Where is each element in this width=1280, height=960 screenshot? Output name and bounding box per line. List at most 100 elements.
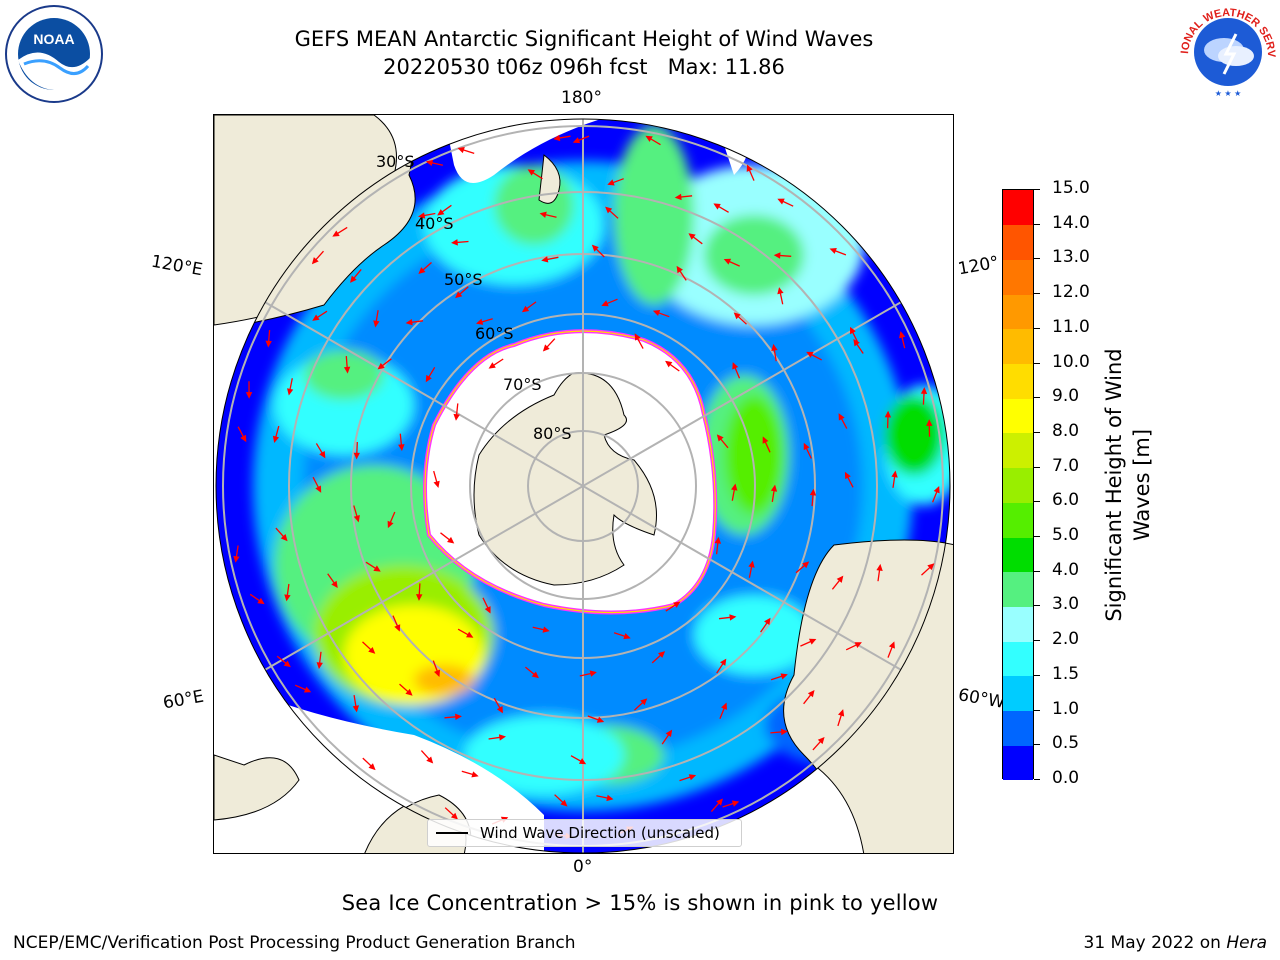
colorbar-tick bbox=[1034, 223, 1040, 225]
wave-direction-arrowhead bbox=[539, 211, 547, 218]
wave-direction-arrowhead bbox=[350, 275, 357, 283]
colorbar-segment bbox=[1003, 641, 1033, 677]
wave-direction-arrowhead bbox=[426, 756, 434, 764]
wave-direction-arrowhead bbox=[809, 488, 817, 496]
wave-direction-arrowhead bbox=[542, 344, 550, 352]
wave-direction-arrowhead bbox=[770, 484, 778, 492]
colorbar-tick-label: 4.0 bbox=[1052, 559, 1080, 580]
wave-direction-arrowhead bbox=[731, 483, 738, 491]
polar-map bbox=[214, 115, 953, 853]
wave-direction-arrowhead bbox=[634, 333, 641, 341]
sea-ice-note: Sea Ice Concentration > 15% is shown in … bbox=[341, 891, 939, 915]
wave-direction-arrowhead bbox=[899, 331, 906, 339]
wave-direction-arrowhead bbox=[732, 362, 739, 370]
wave-direction-arrowhead bbox=[578, 758, 587, 765]
wave-direction-arrowhead bbox=[836, 575, 844, 583]
wave-direction-arrowhead bbox=[496, 706, 503, 714]
wave-direction-arrowhead bbox=[303, 686, 312, 693]
colorbar-tick-label: 2.0 bbox=[1052, 629, 1080, 650]
wave-direction-arrowhead bbox=[850, 326, 856, 335]
colorbar-tick bbox=[1034, 466, 1040, 468]
wave-direction-arrowhead bbox=[884, 410, 892, 418]
wave-direction-arrowhead bbox=[433, 480, 440, 488]
colorbar-segment bbox=[1003, 328, 1033, 365]
wave-direction-arrowhead bbox=[645, 135, 653, 142]
wave-direction-arrowhead bbox=[311, 257, 319, 265]
map-legend: Wind Wave Direction (unscaled) bbox=[427, 819, 742, 847]
wave-direction-arrowhead bbox=[605, 206, 613, 214]
wave-direction-arrowhead bbox=[652, 310, 661, 316]
wind-wave-arrows bbox=[233, 134, 940, 840]
colorbar-tick-label: 7.0 bbox=[1052, 455, 1080, 476]
figure-title: GEFS MEAN Antarctic Significant Height o… bbox=[294, 27, 874, 51]
colorbar-segment bbox=[1003, 363, 1033, 399]
wave-direction-arrowhead bbox=[265, 340, 272, 348]
wave-direction-arrowhead bbox=[316, 662, 323, 670]
colorbar-title-line2: Waves [m] bbox=[1130, 428, 1154, 542]
wave-direction-arrowhead bbox=[721, 702, 728, 710]
wave-direction-arrowhead bbox=[673, 601, 681, 608]
colorbar-tick bbox=[1034, 293, 1040, 295]
wave-direction-arrowhead bbox=[257, 597, 265, 605]
colorbar-segment bbox=[1003, 432, 1033, 469]
wave-direction-arrowhead bbox=[773, 252, 781, 259]
wave-direction-arrowhead bbox=[405, 688, 413, 696]
wave-direction-arrowhead bbox=[777, 287, 784, 295]
wave-direction-arrowhead bbox=[688, 233, 696, 240]
colorbar-tick bbox=[1034, 431, 1040, 433]
colorbar-segment bbox=[1003, 259, 1033, 295]
colorbar-tick-label: 9.0 bbox=[1052, 386, 1080, 407]
wave-direction-arrowhead bbox=[373, 320, 380, 328]
wave-direction-arrowhead bbox=[623, 633, 631, 640]
wave-direction-arrowhead bbox=[343, 366, 351, 374]
wave-direction-arrowhead bbox=[927, 563, 935, 571]
wave-direction-arrowhead bbox=[451, 239, 458, 246]
colorbar-tick bbox=[1034, 605, 1040, 607]
wave-direction-arrowhead bbox=[853, 338, 860, 347]
wave-direction-arrowhead bbox=[665, 729, 673, 738]
wave-direction-arrowhead bbox=[387, 520, 394, 529]
wave-direction-arrowhead bbox=[471, 771, 479, 778]
colorbar-segment bbox=[1003, 606, 1033, 642]
wave-direction-arrowhead bbox=[418, 267, 426, 274]
wave-direction-arrowhead bbox=[498, 734, 506, 741]
wave-direction-arrowhead bbox=[394, 624, 401, 632]
wave-direction-arrowhead bbox=[933, 485, 940, 494]
wave-direction-arrowhead bbox=[398, 444, 405, 452]
wave-direction-arrowhead bbox=[352, 705, 360, 713]
wave-direction-arrowhead bbox=[572, 137, 581, 144]
colorbar-tick bbox=[1034, 709, 1040, 711]
wave-direction-arrowhead bbox=[553, 134, 561, 142]
wave-direction-arrowhead bbox=[331, 580, 338, 589]
wave-height-field bbox=[216, 119, 950, 853]
colorbar-tick-label: 1.5 bbox=[1052, 663, 1080, 684]
colorbar-segment bbox=[1003, 190, 1033, 226]
wave-direction-arrowhead bbox=[606, 794, 614, 802]
colorbar-segment bbox=[1003, 537, 1033, 573]
colorbar-tick-label: 11.0 bbox=[1052, 316, 1090, 337]
colorbar-tick bbox=[1034, 536, 1040, 538]
wave-direction-arrowhead bbox=[455, 291, 463, 299]
wave-direction-arrowhead bbox=[425, 374, 432, 383]
colorbar-tick-label: 15.0 bbox=[1052, 178, 1090, 198]
wave-direction-arrowhead bbox=[466, 631, 474, 638]
wave-direction-arrowhead bbox=[312, 314, 320, 321]
lat-label-50s: 50°S bbox=[444, 270, 483, 289]
footer-date: 31 May 2022 on Hera bbox=[1084, 933, 1268, 953]
lat-label-60s: 60°S bbox=[475, 324, 514, 343]
wave-direction-arrowhead bbox=[838, 709, 845, 717]
colorbar-tick-label: 0.0 bbox=[1052, 768, 1080, 788]
map-boundary bbox=[215, 118, 951, 853]
wave-direction-arrowhead bbox=[920, 387, 928, 395]
wave-direction-arrowhead bbox=[527, 169, 536, 176]
wave-direction-arrowhead bbox=[560, 799, 568, 807]
wave-direction-arrowhead bbox=[601, 300, 609, 307]
wave-direction-arrowhead bbox=[272, 435, 280, 443]
wave-direction-arrowhead bbox=[287, 388, 294, 396]
wave-direction-arrowhead bbox=[714, 536, 722, 544]
wave-direction-arrowhead bbox=[762, 436, 769, 444]
wave-direction-arrowhead bbox=[731, 800, 740, 807]
colorbar-tick-label: 8.0 bbox=[1052, 420, 1080, 441]
colorbar bbox=[1002, 189, 1034, 781]
lat-label-70s: 70°S bbox=[503, 375, 542, 394]
